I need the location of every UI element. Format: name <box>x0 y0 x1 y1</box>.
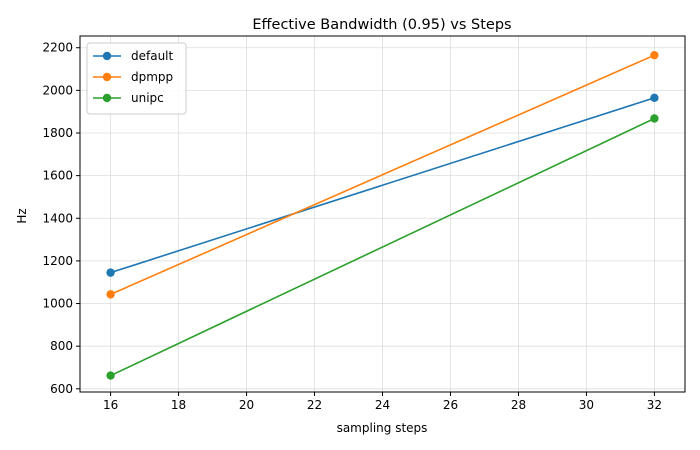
data-point-dpmpp <box>106 290 115 299</box>
chart-title: Effective Bandwidth (0.95) vs Steps <box>252 17 511 33</box>
x-tick-label: 24 <box>375 398 390 412</box>
x-tick-label: 28 <box>511 398 526 412</box>
legend-swatch-marker <box>102 93 112 103</box>
legend-label: dpmpp <box>131 70 173 84</box>
y-tick-label: 1800 <box>42 126 73 140</box>
x-tick-label: 30 <box>579 398 594 412</box>
series-line-default <box>110 97 655 274</box>
legend-box <box>86 42 187 115</box>
x-tick-label: 16 <box>103 398 118 412</box>
y-tick-label: 1000 <box>42 297 73 311</box>
x-tick-label: 26 <box>443 398 458 412</box>
series-dpmpp <box>106 50 659 299</box>
x-axis-title: sampling steps <box>337 421 428 435</box>
series-default <box>106 93 659 277</box>
data-point-unipc <box>106 371 115 380</box>
y-axis-title: Hz <box>15 208 29 223</box>
y-tick-label: 2200 <box>42 41 73 55</box>
data-point-dpmpp <box>650 50 659 60</box>
x-axis-ticks: 16 18 20 22 24 26 28 30 32 <box>103 392 662 412</box>
series-layer <box>106 50 659 380</box>
x-tick-label: 32 <box>647 398 662 412</box>
y-tick-label: 800 <box>50 339 73 353</box>
legend-label: unipc <box>131 91 164 105</box>
x-tick-label: 18 <box>171 398 186 412</box>
x-tick-label: 22 <box>307 398 322 412</box>
legend-swatch-marker <box>102 72 112 82</box>
series-line-dpmpp <box>110 54 655 296</box>
y-tick-label: 1600 <box>42 169 73 183</box>
y-tick-label: 1400 <box>42 211 73 225</box>
legend: default dpmpp unipc <box>86 42 187 115</box>
y-tick-label: 2000 <box>42 83 73 97</box>
y-tick-label: 600 <box>50 382 73 396</box>
legend-swatch-marker <box>102 51 112 61</box>
legend-label: default <box>131 49 174 63</box>
y-tick-label: 1200 <box>42 254 73 268</box>
series-unipc <box>106 114 659 380</box>
series-line-unipc <box>110 117 655 377</box>
data-point-default <box>650 93 659 103</box>
x-tick-label: 20 <box>239 398 254 412</box>
data-point-default <box>106 268 115 277</box>
y-axis-ticks: 600 800 1000 1200 1400 1600 1800 2000 2200 <box>42 41 80 396</box>
data-point-unipc <box>650 114 659 123</box>
